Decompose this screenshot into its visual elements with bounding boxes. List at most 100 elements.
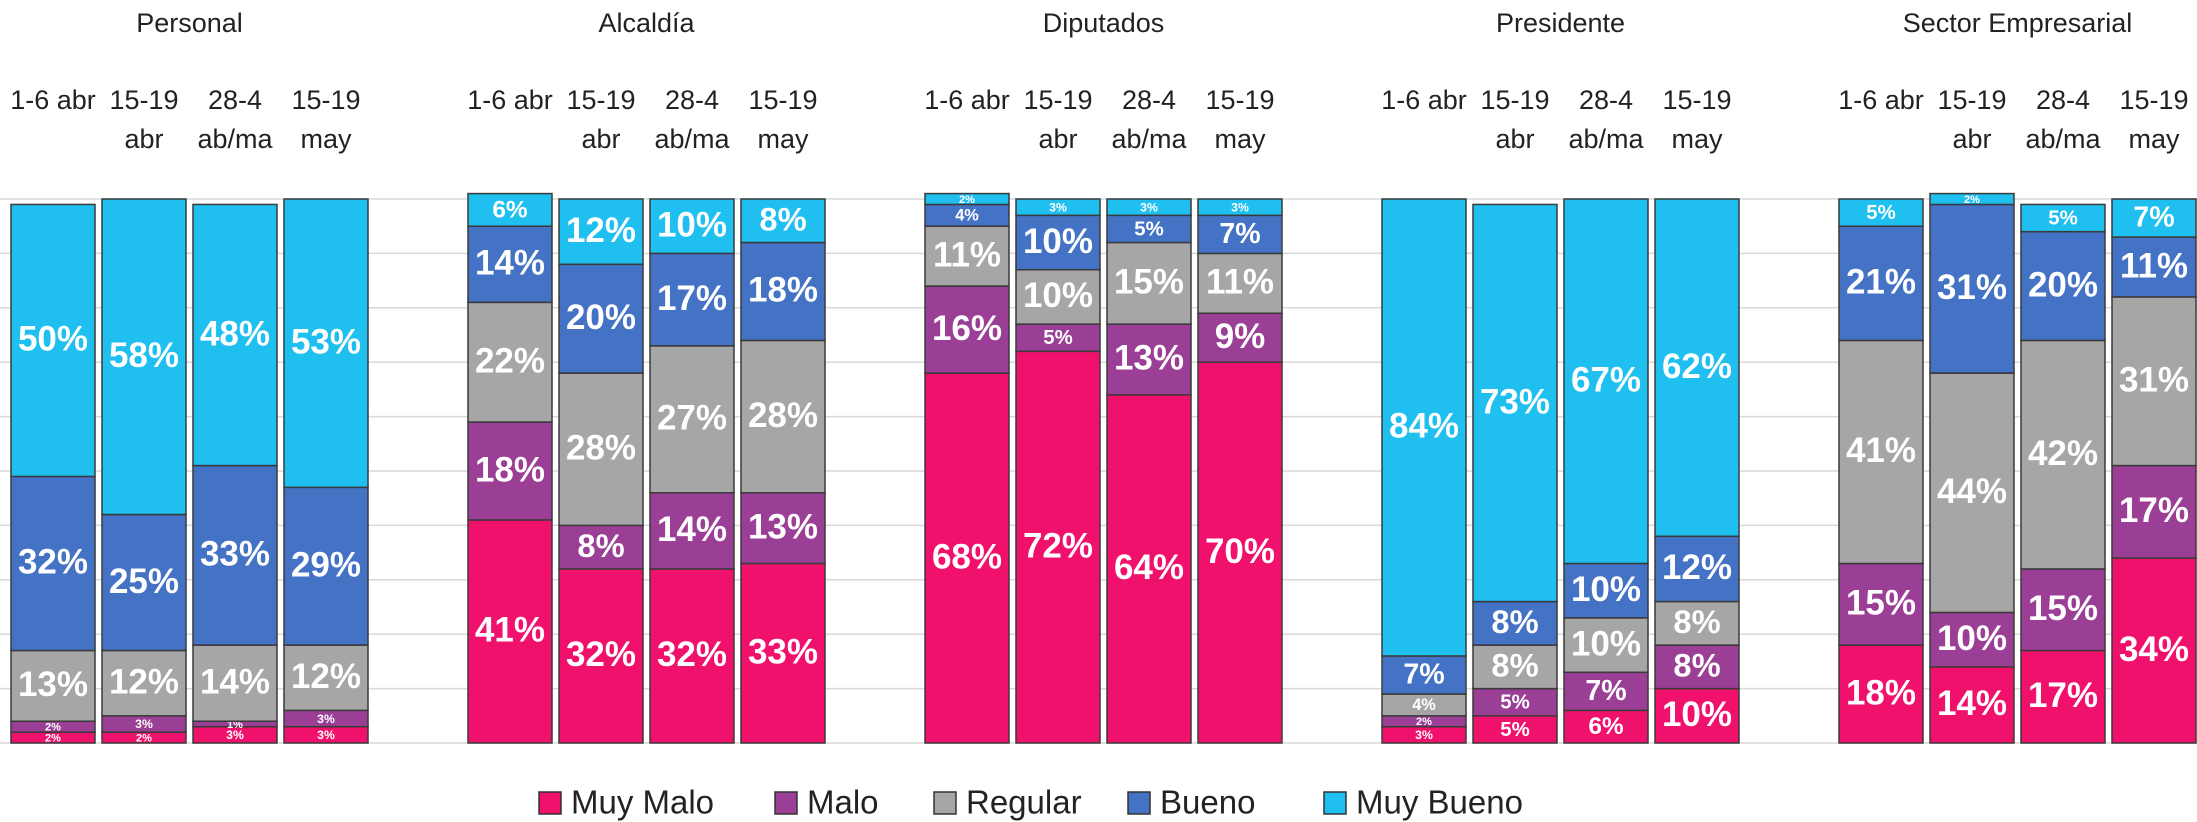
value-label: 2% [1416, 716, 1432, 728]
bar-segment [1197, 252, 1283, 314]
bar-segment [1015, 268, 1101, 325]
value-label: 42% [2028, 434, 2098, 473]
value-label: 12% [566, 211, 636, 250]
value-label: 34% [2119, 630, 2189, 669]
bar-segment [2111, 236, 2197, 298]
value-label: 33% [200, 535, 270, 574]
bar-segment [1929, 192, 2015, 206]
value-label: 4% [955, 207, 979, 225]
value-label: 2% [45, 732, 61, 744]
bar-segment [1381, 198, 1467, 657]
value-label: 8% [759, 200, 806, 237]
bar-segment [101, 649, 187, 717]
bar-segment [2111, 198, 2197, 238]
bar-segment [558, 198, 644, 266]
bar-segment [1929, 203, 2015, 374]
bar-segment [1015, 198, 1101, 217]
value-label: 64% [1114, 548, 1184, 587]
value-label: 8% [1491, 603, 1538, 640]
value-label: 3% [226, 728, 244, 742]
bar-segment [101, 198, 187, 516]
value-label: 18% [1846, 673, 1916, 712]
value-label: 5% [2048, 207, 2077, 229]
value-label: 67% [1571, 360, 1641, 399]
value-label: 3% [317, 712, 335, 726]
value-label: 6% [1588, 713, 1624, 740]
category-label: 15-19 abr [1480, 85, 1550, 154]
bar-segment [924, 372, 1010, 744]
category-label: 15-19 abr [1023, 85, 1093, 154]
bar-segment [2111, 557, 2197, 744]
bar-segment [1838, 198, 1924, 227]
bar-segment [1838, 562, 1924, 646]
bar-segment [1838, 644, 1924, 744]
value-label: 3% [1415, 728, 1433, 742]
bar-segment [924, 192, 1010, 206]
bar-segment [1197, 312, 1283, 363]
category-label: 15-19 abr [1937, 85, 2007, 154]
category-label: 28-4 ab/ma [2025, 85, 2101, 154]
value-label: 28% [748, 396, 818, 435]
bar-segment [740, 562, 826, 744]
bar-segment [1015, 323, 1101, 353]
bar-segment [1654, 198, 1740, 538]
bar-segment [649, 568, 735, 744]
bar-segment [283, 644, 369, 712]
legend-label: Muy Bueno [1356, 784, 1523, 821]
bar-segment [2111, 464, 2197, 559]
bar-segment [283, 486, 369, 646]
bar-segment [1838, 339, 1924, 565]
value-label: 8% [1673, 603, 1720, 640]
value-label: 13% [1114, 339, 1184, 378]
bar-segment [1197, 198, 1283, 217]
category-label: 1-6 abr [1381, 85, 1467, 115]
value-label: 14% [1937, 684, 2007, 723]
bar-segment [740, 492, 826, 565]
value-label: 10% [1662, 695, 1732, 734]
bar-segment [2020, 568, 2106, 652]
bar-segment [1015, 350, 1101, 744]
value-label: 17% [2119, 491, 2189, 530]
value-label: 14% [200, 662, 270, 701]
value-label: 2% [959, 194, 975, 206]
legend-label: Malo [807, 784, 879, 821]
value-label: 84% [1389, 407, 1459, 446]
category-label: 15-19 may [748, 85, 818, 154]
value-label: 2% [1964, 194, 1980, 206]
bar-segment [1929, 611, 2015, 668]
category-label: 28-4 ab/ma [654, 85, 730, 154]
legend-label: Muy Malo [571, 784, 714, 821]
value-label: 7% [1403, 659, 1444, 691]
value-label: 15% [2028, 589, 2098, 628]
bar-segment [467, 192, 553, 227]
value-label: 21% [1846, 263, 1916, 302]
bar-segment [649, 198, 735, 255]
value-label: 12% [291, 657, 361, 696]
bar-segment [2020, 203, 2106, 233]
bar-segment [2020, 230, 2106, 342]
legend-swatch [1127, 791, 1151, 815]
bar-segment [1563, 617, 1649, 674]
bar-segment [192, 644, 278, 722]
category-label: 15-19 may [1205, 85, 1275, 154]
panel-title: Diputados [1042, 8, 1165, 38]
value-label: 11% [933, 235, 1001, 274]
value-label: 31% [1937, 268, 2007, 307]
bar-segment [740, 339, 826, 494]
value-label: 5% [1134, 218, 1163, 240]
value-label: 8% [1491, 646, 1538, 683]
value-label: 8% [1673, 646, 1720, 683]
bar-segment [101, 513, 187, 652]
category-label: 1-6 abr [1838, 85, 1924, 115]
value-label: 7% [1219, 218, 1260, 250]
value-label: 13% [748, 507, 818, 546]
bar-segment [1563, 562, 1649, 619]
value-label: 5% [1043, 327, 1072, 349]
value-label: 28% [566, 428, 636, 467]
category-label: 15-19 may [1662, 85, 1732, 154]
bar-segment [1106, 198, 1192, 217]
value-label: 53% [291, 322, 361, 361]
value-label: 20% [566, 298, 636, 337]
legend-label: Regular [966, 784, 1082, 821]
